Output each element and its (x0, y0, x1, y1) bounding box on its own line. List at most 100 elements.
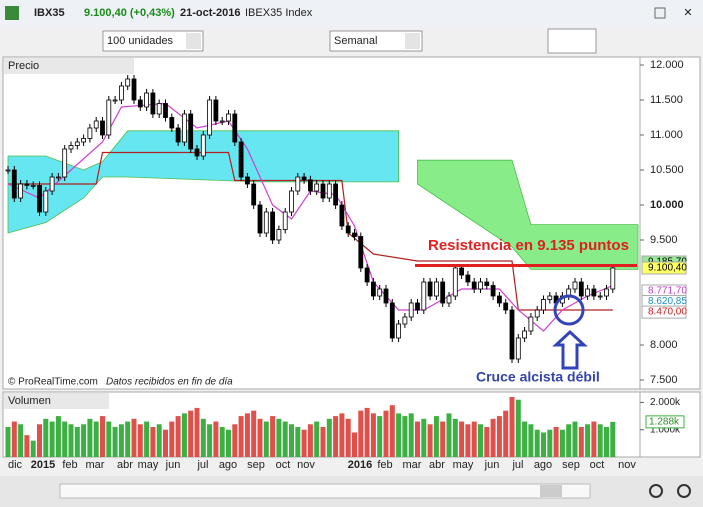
candle (112, 99, 118, 102)
candle (333, 183, 339, 206)
candle (213, 99, 219, 122)
candle (87, 127, 93, 139)
volume-bar (572, 421, 578, 457)
candle (289, 190, 294, 213)
volume-bar (219, 427, 225, 457)
y-tick-label: 10.000 (650, 199, 684, 211)
candle (226, 113, 231, 122)
candle (43, 190, 49, 213)
candle (459, 267, 465, 276)
price: 9.100,40 (+0,43%) (84, 7, 175, 19)
volume-bar (396, 413, 402, 457)
volume-bar (402, 416, 408, 457)
price-panel (2, 56, 641, 390)
candle (62, 148, 68, 178)
candle (364, 267, 370, 283)
volume-bar (389, 405, 395, 457)
ichimoku-cloud (7, 130, 399, 234)
close-btn[interactable]: ✕ (683, 7, 692, 19)
candle (131, 78, 137, 101)
candle (270, 211, 276, 241)
indicator-btn[interactable] (547, 28, 597, 54)
volume-bar (484, 427, 490, 457)
volume-bar (68, 424, 74, 457)
volume-bar (106, 421, 112, 457)
volume-bar (604, 427, 609, 457)
x-tick-label: feb (62, 459, 77, 471)
y-tick-label: 11.500 (650, 94, 683, 106)
dropdown-btn[interactable] (405, 33, 420, 49)
volume-bar (339, 413, 345, 457)
candle (415, 302, 420, 311)
candle (257, 204, 263, 234)
volume-bar (534, 429, 540, 457)
units-select[interactable] (102, 30, 204, 52)
volume-bar (18, 424, 24, 457)
candle (200, 134, 206, 157)
x-tick-label: ago (534, 459, 552, 471)
volume-bar (144, 421, 150, 457)
volume-bar (181, 413, 187, 457)
scrollbar[interactable] (59, 483, 591, 499)
volume-bar (150, 427, 156, 457)
volume-bar (515, 399, 521, 457)
y-tick-label: 2.000k (650, 397, 681, 408)
candle (37, 184, 42, 213)
candle (5, 169, 11, 172)
candle (100, 120, 105, 136)
window-btn[interactable] (654, 7, 666, 19)
candle (238, 141, 244, 178)
scroll-thumb[interactable] (540, 485, 562, 497)
candle (383, 288, 389, 304)
volume-bar (289, 424, 294, 457)
price-axis (639, 56, 701, 390)
volume-bar (295, 427, 301, 457)
volume-bar (553, 427, 559, 457)
kijun-line (8, 151, 613, 311)
cross-annotation: Cruce alcista débil (476, 369, 600, 385)
candle (314, 183, 320, 192)
y-tick-label: 10.500 (650, 164, 684, 176)
volume-bar (383, 410, 389, 457)
volume-bar (112, 427, 118, 457)
candle (490, 285, 496, 297)
candle (610, 267, 616, 290)
candle (597, 295, 603, 298)
zoom-out[interactable] (649, 484, 663, 498)
footer-note: Datos recibidos en fin de día (106, 377, 233, 388)
period-select[interactable] (329, 30, 423, 52)
volume-bar (30, 440, 36, 457)
volume-bar (408, 413, 414, 457)
candle (244, 176, 250, 185)
volume-bar (427, 424, 433, 457)
volume-bar (156, 424, 162, 457)
candle (276, 229, 282, 241)
candle (93, 120, 99, 129)
volume-bar (87, 418, 93, 457)
candle (484, 281, 490, 286)
candle (156, 103, 162, 115)
candle (345, 225, 351, 234)
price-tag (641, 261, 687, 275)
x-tick-label: nov (618, 459, 636, 471)
volume-bar (226, 429, 231, 457)
dropdown-btn[interactable] (186, 33, 201, 49)
zoom-in[interactable] (677, 484, 691, 498)
volume-bar (282, 421, 288, 457)
x-tick-label: may (453, 459, 474, 471)
volume-tag (645, 415, 685, 429)
x-tick-label: oct (276, 459, 291, 471)
candle (326, 183, 332, 199)
candle (402, 316, 408, 325)
x-tick-label: jul (196, 459, 208, 471)
price-tag-label: 9.100,40 (648, 263, 687, 274)
candle (339, 204, 345, 227)
panel-label: Precio (8, 60, 39, 72)
volume-bar (125, 421, 131, 457)
candle (11, 169, 17, 199)
candle (194, 148, 200, 157)
candle (541, 299, 546, 311)
candle (219, 120, 225, 123)
volume-bar (232, 424, 238, 457)
volume-bar (244, 413, 250, 457)
